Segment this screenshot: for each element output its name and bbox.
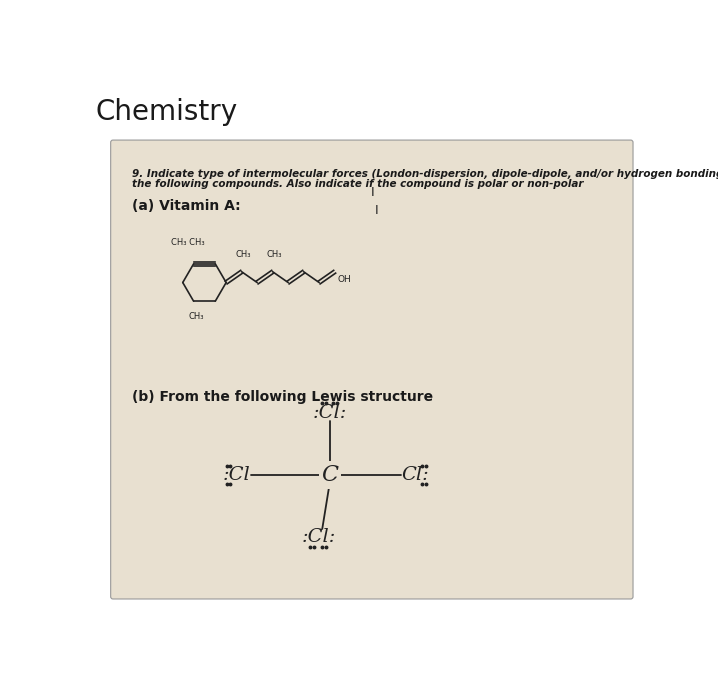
Text: OH: OH [337, 275, 352, 284]
Text: 9. Indicate type of intermolecular forces (London-dispersion, dipole-dipole, and: 9. Indicate type of intermolecular force… [132, 169, 718, 178]
Text: :Cl:: :Cl: [301, 528, 335, 545]
Text: (a) Vitamin A:: (a) Vitamin A: [132, 200, 241, 213]
Text: Chemistry: Chemistry [96, 97, 238, 126]
Text: Cl:: Cl: [401, 466, 429, 484]
Text: :Cl: :Cl [223, 466, 251, 484]
Text: CH₃: CH₃ [266, 250, 282, 259]
Text: CH₃ CH₃: CH₃ CH₃ [171, 238, 204, 247]
Text: C: C [322, 464, 338, 486]
Text: CH₃: CH₃ [189, 311, 205, 321]
Text: :Cl:: :Cl: [313, 405, 348, 423]
FancyBboxPatch shape [111, 140, 633, 599]
Text: the following compounds. Also indicate if the compound is polar or non-polar: the following compounds. Also indicate i… [132, 179, 584, 189]
Text: (b) From the following Lewis structure: (b) From the following Lewis structure [132, 390, 434, 404]
Text: I: I [375, 204, 378, 217]
Text: I: I [370, 187, 375, 199]
Text: CH₃: CH₃ [236, 250, 251, 259]
